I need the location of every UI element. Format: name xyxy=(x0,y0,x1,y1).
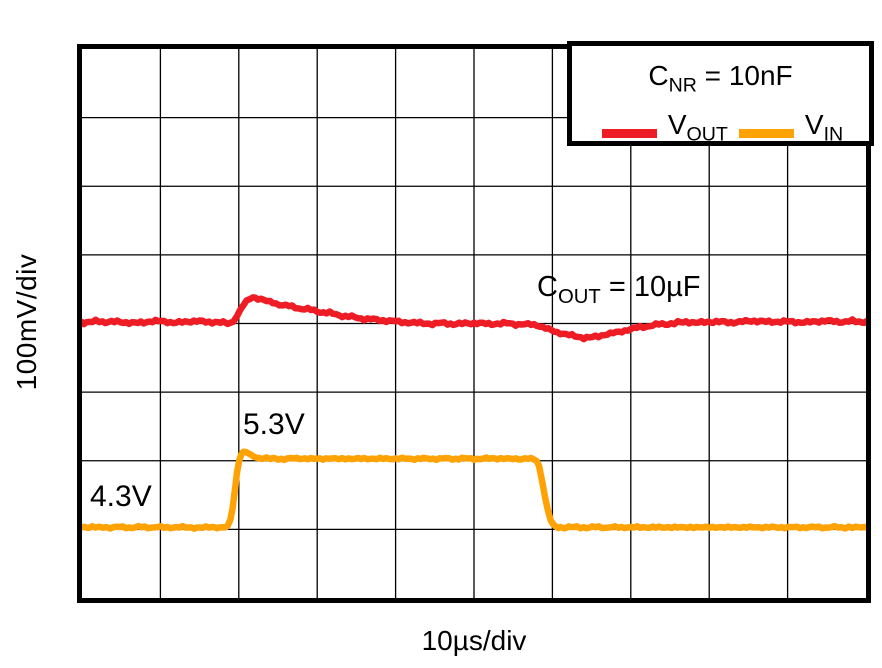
legend-entry-vout xyxy=(598,110,661,148)
legend-condition-label: CNR = 10nF xyxy=(648,60,793,97)
legend-entry-vin xyxy=(735,110,798,148)
vin-high-annotation: 5.3V xyxy=(243,408,305,441)
vout-legend-swatch xyxy=(601,129,657,139)
vout-trace xyxy=(82,294,866,343)
x-axis-label: 10µs/div xyxy=(421,625,527,656)
vin-legend-label: VIN xyxy=(804,108,844,146)
cout-annotation: COUT = 10µF xyxy=(537,271,701,308)
vin-trace xyxy=(82,448,866,532)
vout-legend-label: VOUT xyxy=(667,108,728,146)
vin-low-annotation: 4.3V xyxy=(90,480,152,513)
legend-box: CNR = 10nF VOUT VIN xyxy=(567,41,874,146)
y-axis-label: 100mV/div xyxy=(11,253,42,391)
vin-legend-swatch xyxy=(738,129,794,139)
